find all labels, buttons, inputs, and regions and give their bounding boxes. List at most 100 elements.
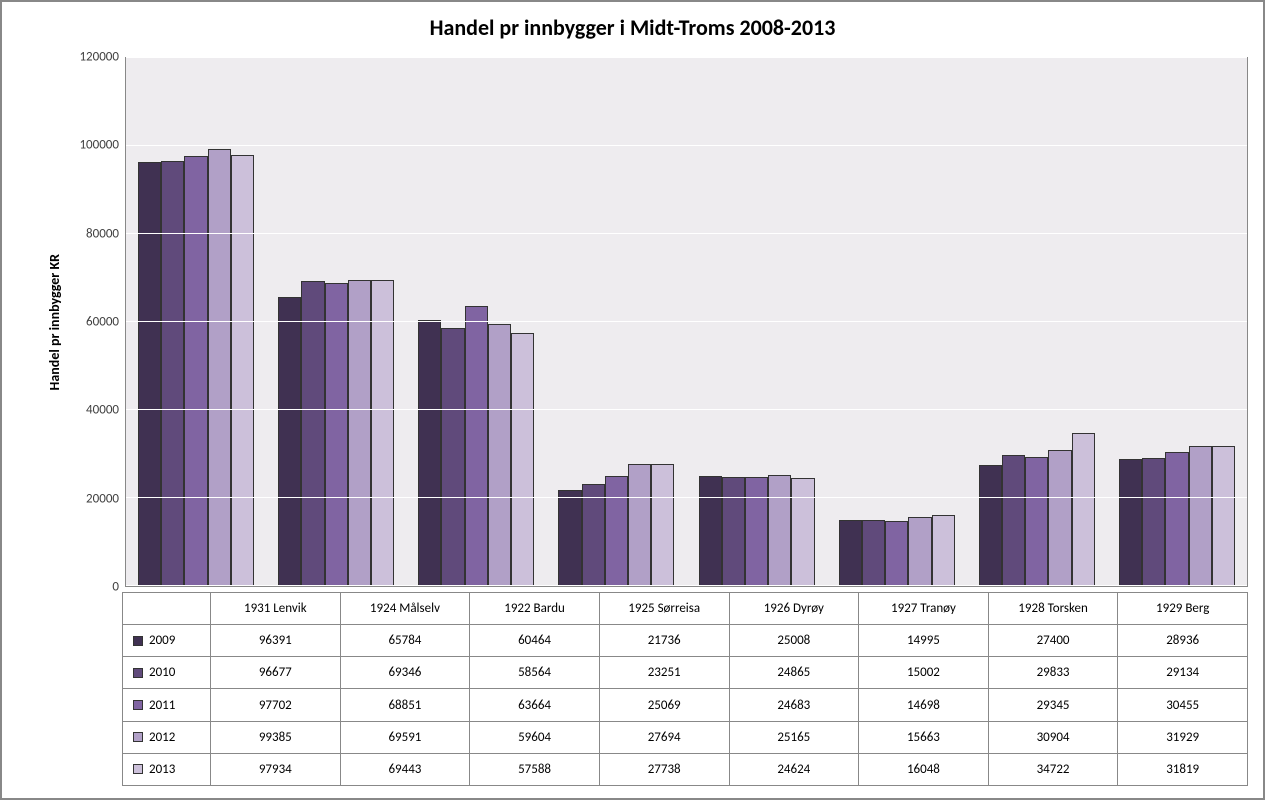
data-cell: 16048 (859, 753, 989, 785)
data-cell: 29134 (1118, 657, 1248, 689)
y-axis-label: Handel pr innbygger KR (42, 254, 67, 390)
y-tick-label: 120000 (79, 50, 119, 65)
y-tick-label: 20000 (86, 491, 119, 506)
data-cell: 97702 (211, 689, 341, 721)
data-cell: 63664 (470, 689, 600, 721)
legend-label: 2013 (149, 762, 175, 777)
bar (1025, 457, 1048, 586)
data-cell: 57588 (470, 753, 600, 785)
bar (651, 464, 674, 586)
bar (605, 476, 628, 586)
bar (1142, 458, 1165, 586)
data-cell: 69591 (340, 721, 470, 753)
data-cell: 97934 (211, 753, 341, 785)
data-cell: 96391 (211, 625, 341, 657)
chart-title: Handel pr innbygger i Midt-Troms 2008-20… (2, 2, 1263, 47)
data-cell: 29833 (988, 657, 1118, 689)
bar (348, 280, 371, 586)
data-cell: 31819 (1118, 753, 1248, 785)
bar (1212, 446, 1235, 586)
data-cell: 31929 (1118, 721, 1248, 753)
gridline (126, 233, 1247, 234)
category-header: 1925 Sørreisa (599, 593, 729, 625)
gridline (126, 409, 1247, 410)
legend-label: 2012 (149, 730, 175, 745)
plot-area (125, 57, 1248, 587)
bar-group (827, 58, 967, 586)
bar (839, 520, 862, 586)
bar (1119, 459, 1142, 586)
legend-swatch (133, 764, 143, 774)
legend-cell: 2010 (123, 657, 211, 689)
data-cell: 29345 (988, 689, 1118, 721)
category-header: 1924 Målselv (340, 593, 470, 625)
data-cell: 27400 (988, 625, 1118, 657)
data-cell: 58564 (470, 657, 600, 689)
bar (301, 281, 324, 586)
bar (932, 515, 955, 586)
data-cell: 25069 (599, 689, 729, 721)
data-cell: 14698 (859, 689, 989, 721)
data-cell: 27738 (599, 753, 729, 785)
category-header: 1922 Bardu (470, 593, 600, 625)
legend-cell: 2012 (123, 721, 211, 753)
bar (1002, 455, 1025, 586)
legend-cell: 2013 (123, 753, 211, 785)
data-cell: 30455 (1118, 689, 1248, 721)
bar (908, 517, 931, 586)
data-cell: 25008 (729, 625, 859, 657)
table-row: 2011 977026885163664250692468314698293453… (123, 689, 1248, 721)
data-cell: 69443 (340, 753, 470, 785)
data-cell: 28936 (1118, 625, 1248, 657)
category-header: 1929 Berg (1118, 593, 1248, 625)
category-header: 1931 Lenvik (211, 593, 341, 625)
bar (371, 280, 394, 586)
bar (862, 520, 885, 586)
bar (582, 484, 605, 586)
plot-wrapper: Handel pr innbygger KR 02000040000600008… (42, 57, 1248, 587)
legend-swatch (133, 636, 143, 646)
gridline (126, 321, 1247, 322)
data-cell: 96677 (211, 657, 341, 689)
bar-group (967, 58, 1107, 586)
bar (628, 464, 651, 586)
bar (699, 476, 722, 586)
y-tick-label: 80000 (86, 226, 119, 241)
data-cell: 65784 (340, 625, 470, 657)
gridline (126, 497, 1247, 498)
data-cell: 24683 (729, 689, 859, 721)
bar-group (546, 58, 686, 586)
table-corner-cell (123, 593, 211, 625)
y-axis-ticks: 020000400006000080000100000120000 (67, 57, 125, 587)
bar (1072, 433, 1095, 586)
data-cell: 23251 (599, 657, 729, 689)
table-header-row: 1931 Lenvik1924 Målselv1922 Bardu1925 Sø… (123, 593, 1248, 625)
data-cell: 25165 (729, 721, 859, 753)
bar (161, 161, 184, 586)
bar (558, 490, 581, 586)
bar-group (687, 58, 827, 586)
bar-group (1107, 58, 1247, 586)
data-cell: 69346 (340, 657, 470, 689)
data-cell: 15663 (859, 721, 989, 753)
bar (441, 328, 464, 586)
data-cell: 21736 (599, 625, 729, 657)
data-table: 1931 Lenvik1924 Målselv1922 Bardu1925 Sø… (122, 592, 1248, 786)
bar (1165, 452, 1188, 586)
data-cell: 15002 (859, 657, 989, 689)
data-cell: 24865 (729, 657, 859, 689)
data-cell: 14995 (859, 625, 989, 657)
legend-label: 2011 (149, 698, 175, 713)
category-header: 1926 Dyrøy (729, 593, 859, 625)
bar (745, 477, 768, 586)
data-cell: 68851 (340, 689, 470, 721)
bar (791, 478, 814, 586)
gridline (126, 585, 1247, 586)
data-cell: 34722 (988, 753, 1118, 785)
bar (184, 156, 207, 586)
table-row: 2013979346944357588277382462416048347223… (123, 753, 1248, 785)
bar (418, 320, 441, 586)
bar (979, 465, 1002, 586)
legend-swatch (133, 668, 143, 678)
category-header: 1928 Torsken (988, 593, 1118, 625)
